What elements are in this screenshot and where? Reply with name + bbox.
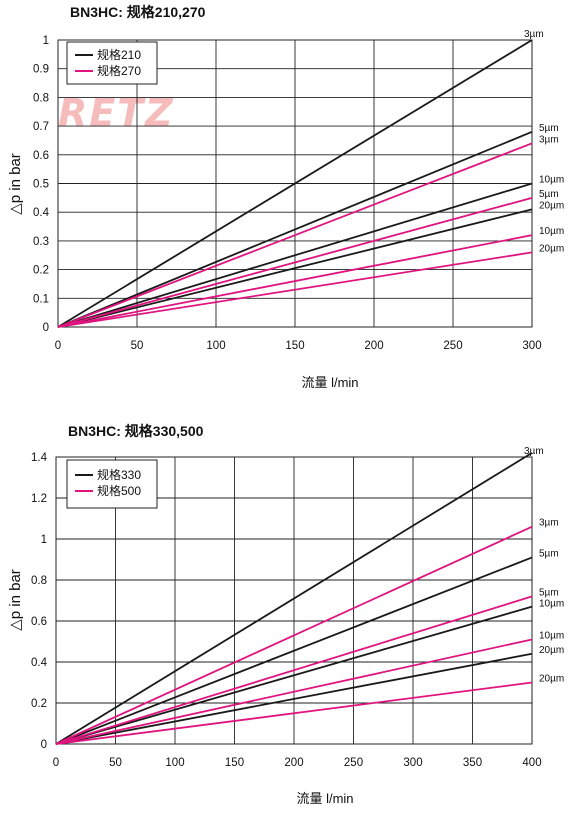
y-tick-label: 0.9 <box>33 64 49 76</box>
series-line-规格270-3µm <box>57 142 533 328</box>
x-tick-label: 100 <box>206 340 225 352</box>
plot-area <box>55 456 533 745</box>
series-line-规格330-20µm <box>55 652 533 745</box>
series-end-label: 10µm <box>539 226 564 237</box>
watermark-logo: RETZ <box>58 91 175 135</box>
series-end-label: 10µm <box>539 630 564 641</box>
chart-title: BN3HC: 规格330,500 <box>68 423 204 439</box>
y-tick-label: 1 <box>43 35 49 47</box>
x-tick-label: 200 <box>364 340 383 352</box>
x-axis-label: 流量 l/min <box>296 791 353 806</box>
x-tick-label: 0 <box>55 340 61 352</box>
x-tick-label: 300 <box>403 757 422 769</box>
legend-label: 规格500 <box>97 483 141 498</box>
series-end-label: 20µm <box>539 243 564 254</box>
series-line-规格270-5µm <box>57 196 533 328</box>
y-tick-label: 0.8 <box>33 92 49 104</box>
series-end-label: 20µm <box>539 674 564 685</box>
series-line-规格500-5µm <box>55 595 533 745</box>
series-end-label: 20µm <box>539 200 564 211</box>
y-tick-label: 0.3 <box>33 236 49 248</box>
legend-label: 规格330 <box>97 467 141 482</box>
series-end-label: 5µm <box>539 587 559 598</box>
legend-box <box>66 459 158 509</box>
y-tick-label: 0.6 <box>33 150 49 162</box>
series-end-label: 3µm <box>524 446 544 457</box>
y-tick-label: 0 <box>41 739 47 751</box>
x-tick-label: 200 <box>284 757 303 769</box>
x-tick-label: 400 <box>522 757 541 769</box>
series-line-规格210-10µm <box>57 182 533 328</box>
y-tick-label: 0.2 <box>31 698 47 710</box>
series-line-规格500-10µm <box>55 638 533 745</box>
y-tick-label: 0.4 <box>31 657 48 669</box>
y-tick-label: 0 <box>43 322 49 334</box>
y-tick-label: 0.5 <box>33 179 49 191</box>
x-tick-label: 300 <box>522 340 541 352</box>
x-tick-label: 50 <box>109 757 122 769</box>
y-axis-label: △p in bar <box>7 569 24 631</box>
legend-label: 规格270 <box>97 63 141 78</box>
y-tick-label: 0.2 <box>33 265 49 277</box>
x-tick-label: 150 <box>225 757 244 769</box>
series-line-规格500-3µm <box>55 525 533 745</box>
y-tick-label: 0.7 <box>33 121 49 133</box>
x-tick-label: 350 <box>463 757 482 769</box>
series-end-label: 20µm <box>539 645 564 656</box>
x-axis-label: 流量 l/min <box>301 375 358 390</box>
x-tick-label: 0 <box>53 757 59 769</box>
x-tick-label: 100 <box>165 757 184 769</box>
y-tick-label: 0.4 <box>33 207 50 219</box>
series-line-规格330-10µm <box>55 605 533 745</box>
y-tick-label: 0.1 <box>33 293 49 305</box>
y-tick-label: 1.2 <box>31 493 47 505</box>
series-line-规格210-3µm <box>57 39 533 328</box>
series-line-规格210-20µm <box>57 208 533 328</box>
series-end-label: 5µm <box>539 189 559 200</box>
x-tick-label: 50 <box>131 340 144 352</box>
series-line-规格500-20µm <box>55 681 533 745</box>
x-tick-label: 250 <box>443 340 462 352</box>
x-tick-label: 250 <box>344 757 363 769</box>
series-end-label: 5µm <box>539 123 559 134</box>
y-tick-label: 0.6 <box>31 616 47 628</box>
series-line-规格330-5µm <box>55 556 533 745</box>
series-end-label: 3µm <box>539 518 559 529</box>
chart-1: BN3HC: 规格210,270 RETZ 0 50 100 150 200 250 300 0 0… <box>7 4 564 390</box>
y-axis-label: △p in bar <box>7 153 24 215</box>
y-tick-label: 1 <box>41 534 47 546</box>
x-tick-label: 150 <box>285 340 304 352</box>
y-tick-label: 0.8 <box>31 575 47 587</box>
legend-box <box>66 41 158 85</box>
series-line-规格210-5µm <box>57 131 533 328</box>
series-end-label: 3µm <box>539 134 559 145</box>
series-end-label: 3µm <box>524 29 544 40</box>
series-end-label: 10µm <box>539 598 564 609</box>
series-line-规格270-10µm <box>57 234 533 328</box>
legend-label: 规格210 <box>97 47 141 62</box>
y-tick-label: 1.4 <box>31 452 48 464</box>
chart-title: BN3HC: 规格210,270 <box>70 4 206 20</box>
series-line-规格330-3µm <box>55 452 533 745</box>
chart-2: BN3HC: 规格330,500 0 50 100 150 200 250 300 350 400… <box>7 423 564 806</box>
series-end-label: 10µm <box>539 175 564 186</box>
series-end-label: 5µm <box>539 548 559 559</box>
series-line-规格270-20µm <box>57 251 533 328</box>
